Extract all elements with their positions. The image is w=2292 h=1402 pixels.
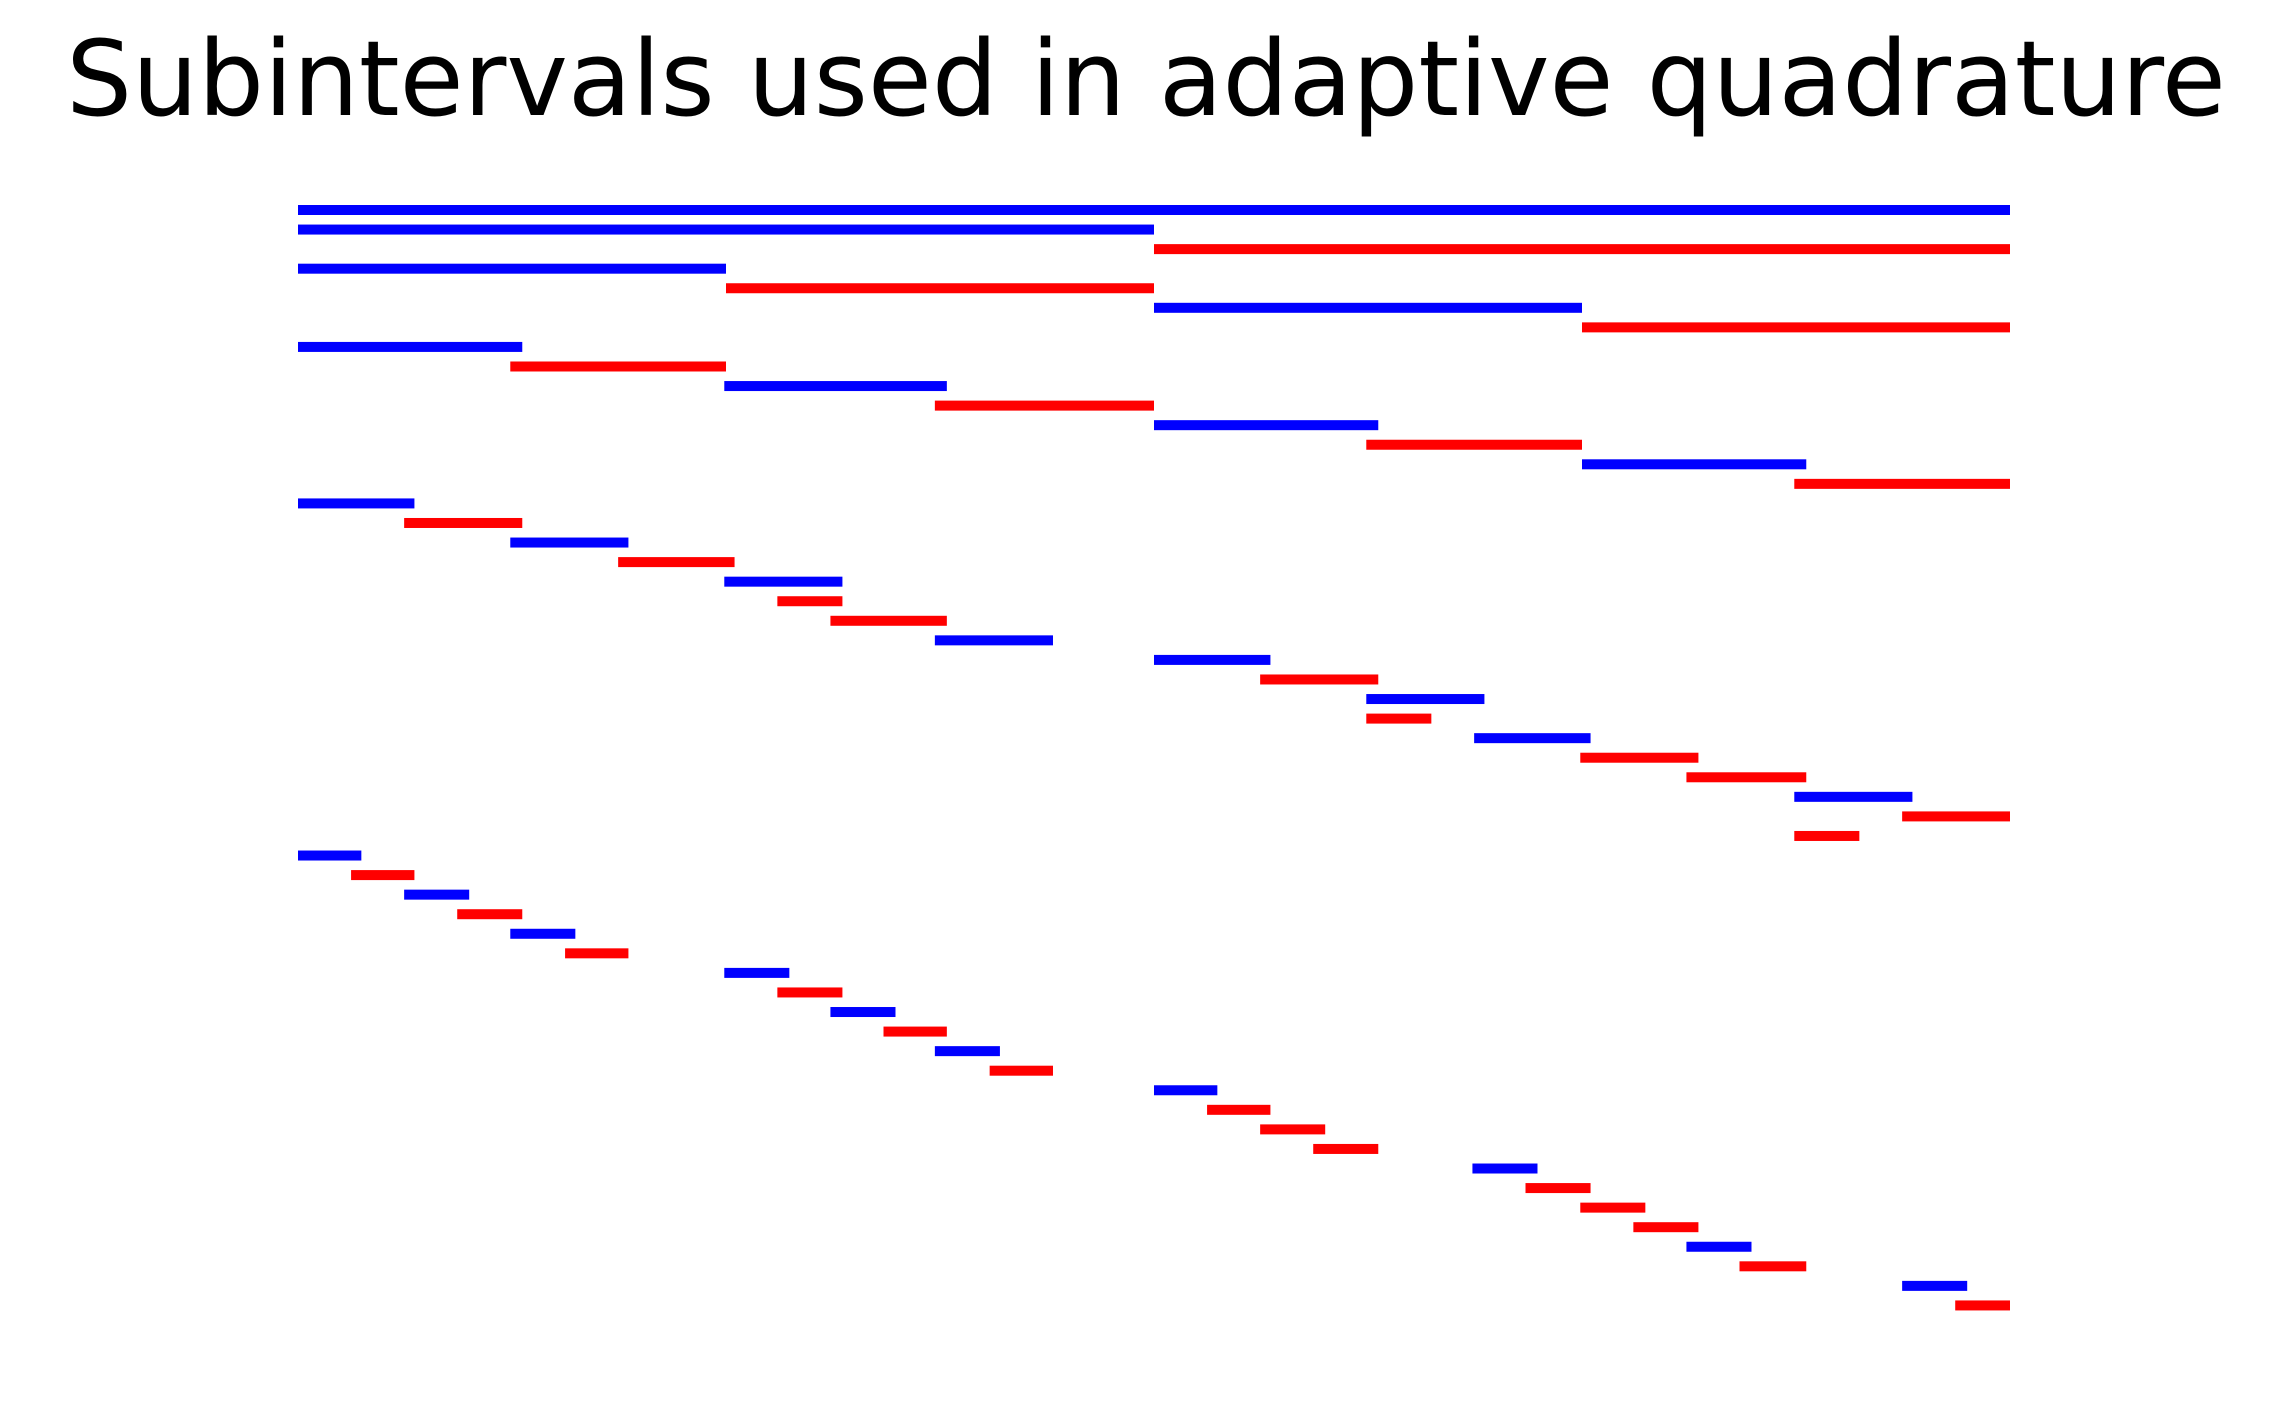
interval-bar [1794,791,1913,802]
interval-bars [298,205,2010,1311]
interval-bar [404,889,470,900]
interval-bar [1366,713,1432,724]
interval-bar [1154,1085,1218,1096]
interval-bar [1472,1163,1538,1174]
interval-bar [1580,1202,1646,1213]
interval-bar [1633,1222,1699,1233]
interval-bar [1902,811,2010,822]
interval-bar [510,361,726,372]
interval-bar [298,341,523,352]
interval-bar [1794,478,2010,489]
interval-bar [1313,1143,1379,1154]
interval-bar [883,1026,947,1037]
interval-bar [724,967,790,978]
interval-bar [510,537,629,548]
interval-bar [1154,302,1582,313]
interval-bar [1154,420,1379,431]
interval-bar [1366,439,1582,450]
interval-bar [830,615,947,626]
interval-bar [298,205,2010,215]
interval-bar [934,635,1053,646]
interval-bar [1902,1280,1968,1291]
interval-bar [298,498,415,509]
interval-bar [1686,772,1807,783]
interval-bar [1154,654,1271,665]
interval-bar [989,1065,1053,1076]
interval-bar [510,928,576,939]
interval-bar [1580,752,1699,763]
interval-bar [1474,733,1591,744]
interval-bar [1366,694,1485,705]
interval-bar [565,948,629,959]
interval-bar [934,1046,1000,1057]
interval-bar [1739,1261,1807,1272]
interval-bar [1955,1300,2010,1311]
interval-bar [298,263,726,274]
interval-bar [298,850,362,861]
interval-bar [1582,459,1807,470]
interval-bar [724,381,947,392]
interval-bar [298,224,1154,235]
interval-bar [351,870,415,881]
interval-bar [1794,830,1860,841]
interval-bar [1525,1183,1591,1194]
interval-bar [726,283,1154,294]
interval-bar [777,987,843,998]
interval-bar [1154,244,2010,255]
interval-bar [1207,1104,1271,1115]
chart-title: Subintervals used in adaptive quadrature [66,18,2226,140]
interval-bar [724,576,843,587]
interval-bar [830,1007,896,1018]
interval-bar [1686,1241,1752,1252]
interval-bar [618,557,735,568]
interval-bar [1582,322,2010,333]
interval-bar [1260,1124,1326,1135]
interval-bar [1260,674,1379,685]
interval-bar [777,596,843,607]
interval-bar [404,517,523,528]
interval-bar [457,909,523,920]
interval-bar [934,400,1154,411]
